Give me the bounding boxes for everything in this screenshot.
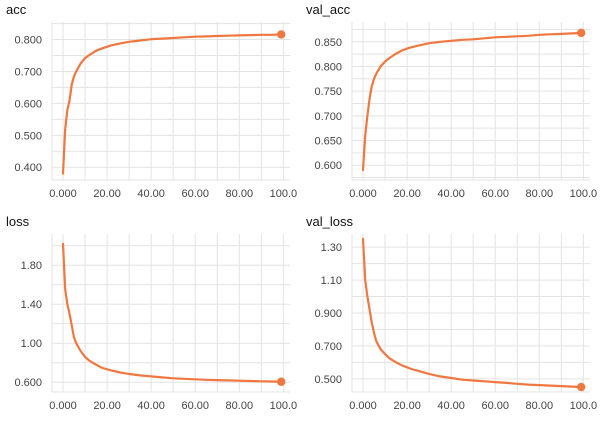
y-tick-label: 0.850 [314,37,342,49]
x-tick-label: 100.0 [570,400,598,412]
x-tick-label: 20.00 [393,188,421,200]
y-tick-label: 0.800 [14,35,42,47]
x-tick-label: 100.0 [270,188,298,200]
chart-title: val_acc [306,2,351,17]
x-tick-label: 80.00 [226,188,254,200]
y-tick-label: 1.10 [321,275,342,287]
x-tick-label: 40.00 [137,188,165,200]
x-tick-label: 80.00 [526,188,554,200]
y-tick-label: 0.900 [314,308,342,320]
y-tick-label: 0.500 [314,374,342,386]
val-acc-chart: 0.600 0.650 0.700 0.750 0.800 0.850 0.000 20.00… [314,22,598,200]
y-tick-label: 0.750 [314,86,342,98]
x-tick-label: 0.000 [349,188,377,200]
y-tick-label: 0.700 [314,341,342,353]
series-line [61,33,283,175]
series-end-marker [576,28,586,38]
y-tick-label: 1.00 [21,338,42,350]
y-tick-label: 0.650 [314,136,342,148]
chart-title: acc [6,2,27,17]
x-tick-label: 20.00 [93,400,121,412]
series-end-marker [276,377,286,386]
val-acc-chart-panel: 0.600 0.650 0.700 0.750 0.800 0.850 0.000 20.00… [300,0,600,212]
x-tick-label: 20.00 [93,188,121,200]
val-loss-chart: 0.500 0.700 0.900 1.10 1.30 0.000 20.00 40.00 60… [314,234,598,412]
x-tick-label: 20.00 [393,400,421,412]
x-tick-label: 80.00 [526,400,554,412]
x-tick-label: 40.00 [437,400,465,412]
loss-chart-panel: 0.600 1.00 1.40 1.80 0.000 20.00 40.00 60.00 80.… [0,212,300,424]
y-tick-label: 1.40 [21,299,42,311]
y-tick-label: 0.700 [314,111,342,123]
y-tick-label: 0.600 [14,377,42,389]
y-tick-label: 0.500 [14,130,42,142]
y-tick-label: 1.30 [321,242,342,254]
series-line [61,242,283,383]
chart-title: loss [6,214,30,229]
y-tick-label: 0.800 [314,61,342,73]
x-tick-label: 60.00 [481,188,509,200]
y-tick-label: 0.700 [14,66,42,78]
x-tick-label: 60.00 [481,400,509,412]
loss-chart: 0.600 1.00 1.40 1.80 0.000 20.00 40.00 60.00 80.… [14,234,298,412]
val-loss-chart-panel: 0.500 0.700 0.900 1.10 1.30 0.000 20.00 40.00 60… [300,212,600,424]
acc-chart: 0.400 0.500 0.600 0.700 0.800 0.000 20.00 40.00… [14,22,298,200]
series-line [361,237,583,389]
y-tick-label: 1.80 [21,260,42,272]
chart-title: val_loss [306,214,353,229]
y-tick-label: 0.400 [14,162,42,174]
x-tick-label: 80.00 [226,400,254,412]
acc-chart-panel: 0.400 0.500 0.600 0.700 0.800 0.000 20.00 40.00… [0,0,300,212]
x-tick-label: 40.00 [437,188,465,200]
x-tick-label: 100.0 [570,188,598,200]
x-tick-label: 100.0 [270,400,298,412]
series-end-marker [576,382,586,392]
x-tick-label: 0.000 [49,400,77,412]
y-tick-label: 0.600 [14,98,42,110]
x-tick-label: 0.000 [349,400,377,412]
x-tick-label: 40.00 [137,400,165,412]
x-tick-label: 0.000 [49,188,77,200]
series-line [361,31,583,172]
y-tick-label: 0.600 [314,160,342,172]
x-tick-label: 60.00 [181,400,209,412]
x-tick-label: 60.00 [181,188,209,200]
series-end-marker [276,30,286,39]
